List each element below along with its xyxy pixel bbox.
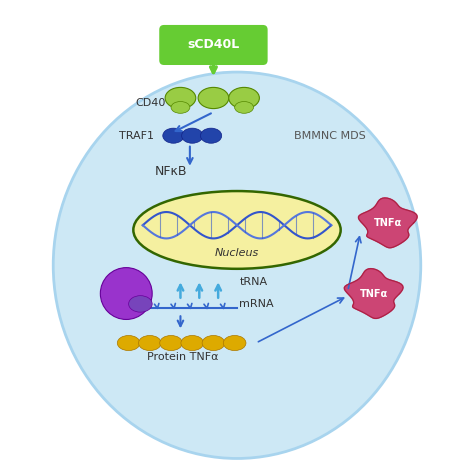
Text: Protein TNFα: Protein TNFα [147, 352, 219, 362]
Ellipse shape [133, 191, 341, 269]
Ellipse shape [117, 336, 140, 351]
FancyBboxPatch shape [159, 25, 268, 65]
Ellipse shape [235, 101, 254, 113]
Ellipse shape [171, 101, 190, 113]
Ellipse shape [202, 336, 225, 351]
Text: TNFα: TNFα [360, 289, 388, 299]
Text: CD40: CD40 [136, 98, 166, 108]
Ellipse shape [182, 128, 203, 143]
FancyArrowPatch shape [171, 303, 175, 309]
Text: tRNA: tRNA [239, 277, 267, 287]
Ellipse shape [165, 87, 196, 109]
Text: NFκB: NFκB [155, 165, 187, 179]
Ellipse shape [138, 336, 161, 351]
Ellipse shape [160, 336, 182, 351]
Text: mRNA: mRNA [239, 299, 274, 309]
Circle shape [100, 268, 152, 319]
Ellipse shape [198, 87, 229, 109]
Ellipse shape [223, 336, 246, 351]
Text: TNFα: TNFα [374, 218, 402, 228]
Text: sCD40L: sCD40L [187, 38, 239, 51]
Ellipse shape [181, 336, 203, 351]
Ellipse shape [128, 296, 152, 312]
Polygon shape [358, 198, 417, 248]
Text: Nucleus: Nucleus [215, 248, 259, 258]
Text: BMMNC MDS: BMMNC MDS [293, 131, 365, 141]
FancyArrowPatch shape [155, 303, 159, 309]
Ellipse shape [229, 87, 259, 109]
Ellipse shape [53, 72, 421, 458]
FancyArrowPatch shape [204, 303, 209, 309]
Ellipse shape [163, 128, 184, 143]
Polygon shape [344, 269, 403, 319]
FancyArrowPatch shape [220, 303, 225, 309]
Ellipse shape [201, 128, 222, 143]
Text: TRAF1: TRAF1 [119, 131, 154, 141]
FancyArrowPatch shape [188, 303, 192, 309]
